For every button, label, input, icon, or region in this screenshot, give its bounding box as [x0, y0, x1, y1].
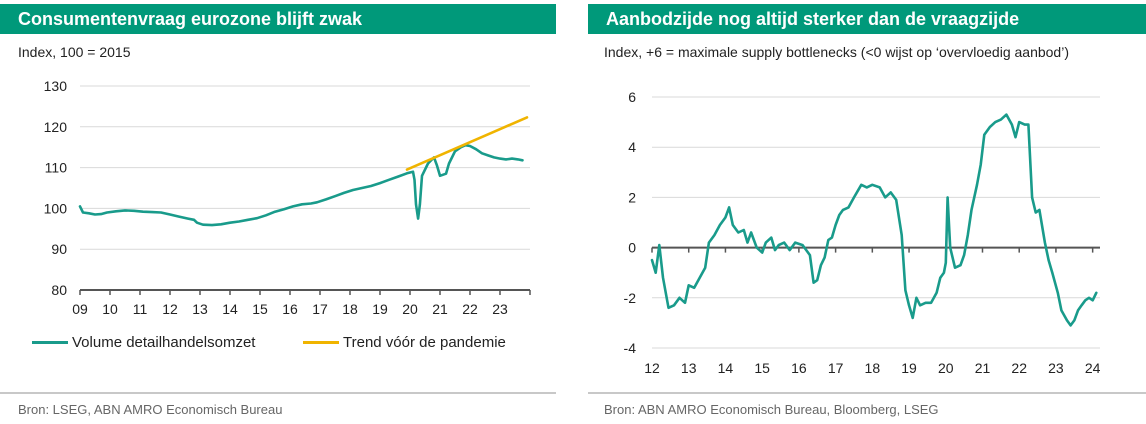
right-chart-x-tick-label: 19: [901, 360, 917, 376]
left-chart-x-tick-label: 15: [252, 301, 268, 317]
right-chart-x-tick-label: 18: [865, 360, 881, 376]
left-chart-y-tick-label: 130: [44, 78, 68, 94]
left-chart-series-line-1: [405, 116, 529, 171]
right-chart-x-tick-label: 17: [828, 360, 844, 376]
right-chart-series-line-0: [650, 113, 1098, 327]
left-chart-x-tick-label: 23: [492, 301, 508, 317]
right-chart-x-tick-label: 23: [1048, 360, 1064, 376]
legend-swatch-retail: [32, 341, 68, 344]
left-chart-x-tick-label: 19: [372, 301, 388, 317]
legend-swatch-trend: [303, 341, 339, 344]
right-source-note: Bron: ABN AMRO Economisch Bureau, Bloomb…: [604, 402, 939, 417]
right-chart-panel: Aanbodzijde nog altijd sterker dan de vr…: [588, 0, 1146, 424]
right-chart-x-tick-label: 22: [1011, 360, 1027, 376]
right-chart-y-tick-label: -2: [624, 290, 637, 306]
left-chart-series-line-0: [78, 143, 524, 227]
left-chart-x-tick-label: 10: [102, 301, 118, 317]
legend-item-trend: Trend vóór de pandemie: [303, 334, 506, 351]
left-chart-x-tick-label: 20: [402, 301, 418, 317]
legend-item-retail: Volume detailhandelsomzet: [32, 334, 255, 351]
left-source-divider: [0, 392, 556, 394]
right-chart-y-tick-label: 6: [628, 89, 636, 105]
left-chart-plot: 80 90 100 110 120 130 09 10 11 12 13 14 15 16 17 18 19 20…: [44, 78, 531, 317]
left-chart-x-tick-label: 14: [222, 301, 238, 317]
left-chart-y-tick-label: 120: [44, 119, 68, 135]
left-chart-x-tick-label: 13: [192, 301, 208, 317]
left-chart-x-tick-label: 22: [462, 301, 478, 317]
left-chart-x-tick-label: 12: [162, 301, 178, 317]
legend-label-trend: Trend vóór de pandemie: [343, 334, 506, 351]
right-chart-x-tick-label: 14: [718, 360, 734, 376]
left-chart-x-tick-label: 09: [72, 301, 88, 317]
left-source-note: Bron: LSEG, ABN AMRO Economisch Bureau: [18, 402, 283, 417]
right-chart-subtitle: Index, +6 = maximale supply bottlenecks …: [604, 44, 1069, 60]
right-chart-x-tick-label: 13: [681, 360, 697, 376]
left-chart-y-tick-label: 80: [51, 282, 67, 298]
right-chart-y-tick-label: 0: [628, 240, 636, 256]
right-chart-x-tick-label: 20: [938, 360, 954, 376]
left-chart-x-tick-label: 16: [282, 301, 298, 317]
right-chart-title: Aanbodzijde nog altijd sterker dan de vr…: [588, 4, 1146, 34]
right-source-divider: [588, 392, 1146, 394]
left-chart-y-tick-label: 90: [51, 241, 67, 257]
left-chart-x-tick-label: 17: [312, 301, 328, 317]
left-chart-x-tick-label: 21: [432, 301, 448, 317]
left-chart-x-tick-label: 18: [342, 301, 358, 317]
right-chart-y-tick-label: -4: [624, 340, 637, 356]
left-chart-title: Consumentenvraag eurozone blijft zwak: [0, 4, 556, 34]
left-chart-panel: Consumentenvraag eurozone blijft zwak In…: [0, 0, 556, 424]
right-chart-y-tick-label: 4: [628, 139, 636, 155]
left-chart-y-tick-label: 100: [44, 200, 68, 216]
right-chart-x-tick-label: 16: [791, 360, 807, 376]
left-chart-subtitle: Index, 100 = 2015: [18, 44, 131, 60]
right-chart-x-tick-label: 24: [1085, 360, 1101, 376]
right-chart-x-tick-label: 12: [644, 360, 660, 376]
right-chart-x-tick-label: 21: [975, 360, 991, 376]
right-chart-x-tick-label: 15: [754, 360, 770, 376]
left-chart-x-tick-label: 11: [133, 301, 148, 317]
left-chart-y-tick-label: 110: [45, 160, 68, 176]
right-chart-y-tick-label: 2: [628, 189, 636, 205]
legend-label-retail: Volume detailhandelsomzet: [72, 334, 256, 351]
